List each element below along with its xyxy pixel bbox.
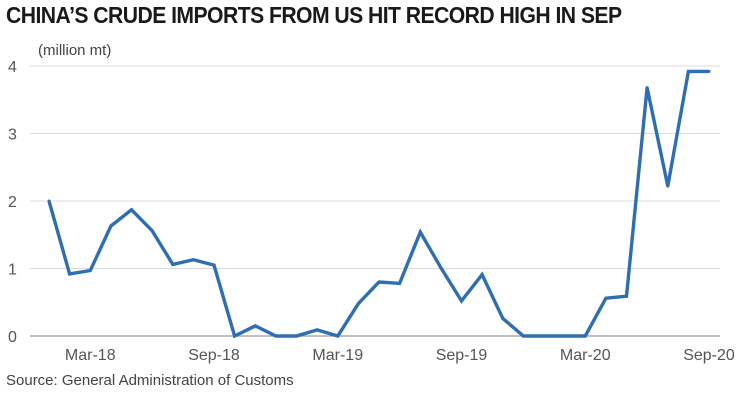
data-point-apr-19: [356, 302, 360, 306]
data-point-nov-19: [501, 316, 505, 320]
data-point-sep-19: [460, 299, 463, 303]
data-point-sep-20: [707, 69, 711, 73]
data-point-jan-19: [295, 334, 298, 338]
data-point-oct-18: [233, 334, 237, 338]
source-note: Source: General Administration of Custom…: [6, 372, 294, 389]
data-point-jun-20: [645, 86, 649, 90]
data-point-dec-18: [274, 334, 278, 338]
x-axis-ticks: Mar-18 Sep-18 Mar-19 Sep-19 Mar-20 Sep-20: [65, 347, 735, 364]
data-point-feb-20: [563, 334, 567, 338]
y-tick-label-0: 0: [8, 329, 17, 346]
data-point-dec-19: [521, 334, 525, 338]
series-group: [47, 69, 711, 339]
data-point-sep-18: [212, 263, 216, 267]
data-point-jul-18: [171, 262, 175, 266]
data-point-may-18: [130, 208, 133, 212]
data-point-apr-20: [604, 296, 608, 300]
data-point-jan-18: [47, 199, 51, 203]
y-tick-label-1: 1: [8, 262, 17, 279]
data-point-oct-19: [480, 273, 484, 277]
y-tick-label-3: 3: [8, 127, 17, 144]
data-point-jun-18: [150, 229, 154, 233]
x-tick-label-sep-18: Sep-18: [188, 347, 240, 364]
data-point-mar-18: [88, 269, 92, 273]
data-point-jul-20: [666, 184, 670, 188]
data-point-may-20: [625, 294, 628, 298]
data-point-mar-19: [336, 334, 340, 338]
data-point-feb-19: [315, 328, 319, 332]
x-tick-label-mar-18: Mar-18: [65, 347, 116, 364]
x-tick-label-mar-19: Mar-19: [312, 347, 363, 364]
chart-title: CHINA’S CRUDE IMPORTS FROM US HIT RECORD…: [6, 2, 622, 28]
data-point-jan-20: [542, 334, 546, 338]
data-point-apr-18: [109, 224, 113, 228]
data-point-aug-18: [191, 258, 195, 262]
gridlines: [30, 65, 720, 337]
data-point-feb-18: [68, 272, 72, 276]
y-axis-ticks: 0 1 2 3 4: [8, 59, 17, 346]
data-point-jun-19: [398, 281, 402, 285]
series-line-0: [47, 69, 709, 339]
y-axis-unit-label: (million mt): [38, 42, 112, 59]
data-point-may-19: [377, 280, 381, 284]
y-tick-label-4: 4: [8, 59, 17, 76]
data-point-nov-18: [253, 324, 257, 328]
data-point-mar-20: [583, 334, 587, 338]
y-tick-label-2: 2: [8, 194, 17, 211]
data-point-aug-19: [439, 266, 443, 270]
x-tick-label-sep-20: Sep-20: [683, 347, 735, 364]
x-tick-label-sep-19: Sep-19: [436, 347, 488, 364]
x-tick-label-mar-20: Mar-20: [560, 347, 611, 364]
data-point-jul-19: [418, 230, 422, 234]
data-point-aug-20: [686, 69, 690, 73]
